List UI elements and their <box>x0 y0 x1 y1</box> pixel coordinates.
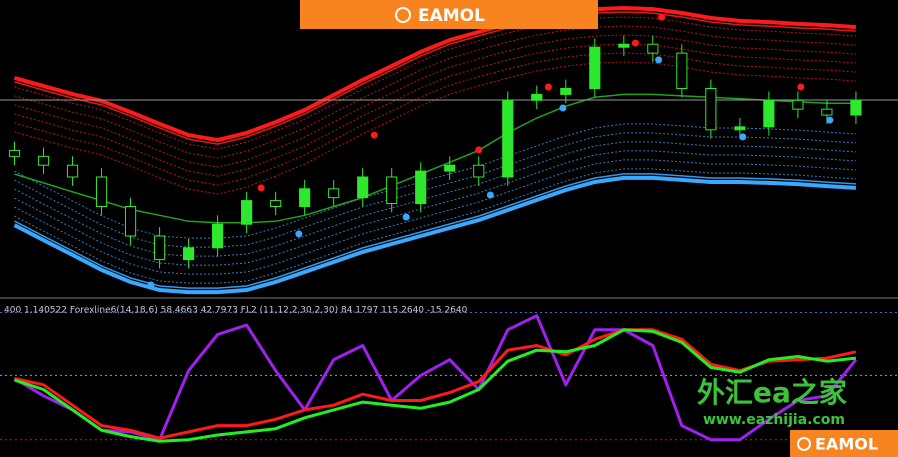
signal-dot <box>658 13 666 21</box>
candle-body <box>95 176 108 207</box>
indicator-label: 400 1.140522 Forexline6(14,18,6) 58.4663… <box>4 306 468 316</box>
signal-dot <box>544 83 552 91</box>
candle-body <box>734 126 746 131</box>
candle-body <box>37 155 50 166</box>
band-guide <box>14 150 856 266</box>
candle-body <box>763 99 775 128</box>
signal-dot <box>147 281 155 289</box>
candle-body <box>328 188 340 199</box>
band-line <box>14 173 856 289</box>
candle-body <box>676 52 688 89</box>
band-outer-line <box>13 175 857 295</box>
band-guide <box>14 61 856 195</box>
signal-dot <box>475 146 483 154</box>
indicator-line <box>14 328 857 440</box>
signal-dot <box>739 133 747 141</box>
logo-icon <box>395 7 411 23</box>
band-line <box>14 11 856 145</box>
band-guide <box>14 132 856 248</box>
signal-dot <box>402 213 410 221</box>
signal-dot <box>559 104 567 112</box>
candle-body <box>821 108 833 116</box>
band-guide <box>14 34 856 168</box>
indicator-line <box>14 328 857 443</box>
indicator-panel <box>0 312 898 443</box>
band-guide <box>14 159 856 275</box>
candle-body <box>560 88 572 95</box>
signal-dot <box>295 230 303 238</box>
candle-body <box>473 164 485 178</box>
candle-body <box>386 176 398 205</box>
candle-body <box>531 93 543 101</box>
candle-body <box>357 176 369 199</box>
candle-body <box>124 206 137 237</box>
candle-body <box>444 164 456 172</box>
candle-body <box>299 188 311 208</box>
candle-body <box>212 223 224 249</box>
band-guide <box>14 168 856 284</box>
band-guide <box>14 25 856 159</box>
signal-dot <box>486 191 494 199</box>
candle-body <box>705 88 717 131</box>
band-guide <box>14 43 856 177</box>
candle-body <box>241 200 253 225</box>
candle-body <box>850 99 862 116</box>
logo-badge <box>790 430 898 457</box>
candle-body <box>502 99 514 178</box>
band-outer-line <box>13 5 857 143</box>
candle-body <box>8 149 21 157</box>
signal-dot <box>257 184 265 192</box>
signal-dot <box>631 39 639 47</box>
candle-body <box>154 235 166 261</box>
logo-text: EAMOL <box>815 435 878 454</box>
candle-body <box>183 247 195 261</box>
price-panel <box>0 5 898 295</box>
logo-icon <box>797 437 811 451</box>
band-guide <box>14 141 856 257</box>
band-guide <box>14 52 856 186</box>
candle-body <box>618 43 630 48</box>
watermark-title: 外汇ea之家 <box>697 376 847 409</box>
candle-body <box>415 170 427 205</box>
logo-text: EAMOL <box>418 6 485 26</box>
signal-dot <box>370 131 378 139</box>
signal-dot <box>797 83 805 91</box>
candle-body <box>270 200 282 208</box>
signal-dot <box>655 56 663 64</box>
candle-body <box>589 46 601 89</box>
watermark-url: www.eazhijia.com <box>703 412 845 428</box>
signal-dot <box>826 116 834 124</box>
candle-body <box>792 99 804 110</box>
logo-banner <box>300 0 598 29</box>
band-guide <box>14 16 856 150</box>
candle-body <box>66 164 79 178</box>
candle-body <box>647 43 659 54</box>
